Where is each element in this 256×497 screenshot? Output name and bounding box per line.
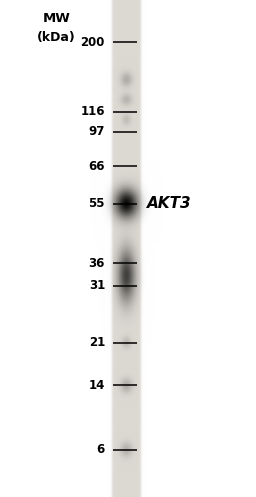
Text: (kDa): (kDa) xyxy=(37,31,76,44)
Text: 14: 14 xyxy=(89,379,105,392)
Text: 200: 200 xyxy=(81,36,105,49)
Text: 97: 97 xyxy=(89,125,105,138)
Text: 55: 55 xyxy=(89,197,105,210)
Bar xyxy=(112,7,141,490)
Text: AKT3: AKT3 xyxy=(147,196,192,211)
Text: 66: 66 xyxy=(89,160,105,173)
Text: 21: 21 xyxy=(89,336,105,349)
Text: 31: 31 xyxy=(89,279,105,292)
Text: 36: 36 xyxy=(89,257,105,270)
Text: 116: 116 xyxy=(80,105,105,118)
Text: 6: 6 xyxy=(97,443,105,456)
Text: MW: MW xyxy=(42,12,70,25)
